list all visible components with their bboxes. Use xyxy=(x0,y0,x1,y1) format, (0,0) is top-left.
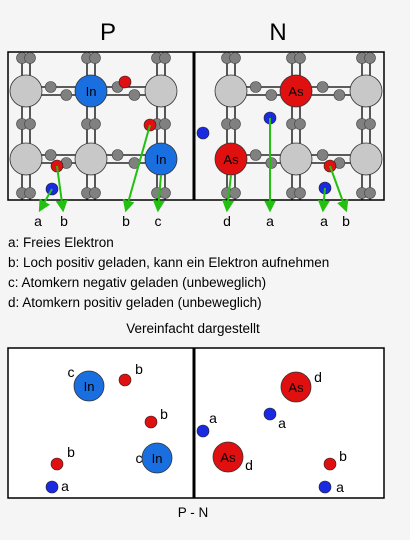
hole xyxy=(51,458,63,470)
indium-symbol: In xyxy=(152,451,163,466)
valence-electron xyxy=(266,158,277,169)
valence-electron xyxy=(129,90,140,101)
legend-item-c: c: Atomkern negativ geladen (unbeweglich… xyxy=(8,275,266,290)
particle-label: b xyxy=(60,213,68,229)
indium-symbol: In xyxy=(86,84,97,99)
hole xyxy=(119,374,131,386)
valence-electron xyxy=(90,53,101,64)
valence-electron xyxy=(250,150,261,161)
free-electron xyxy=(197,425,209,437)
valence-electron xyxy=(61,90,72,101)
valence-electron xyxy=(160,119,171,130)
valence-electron xyxy=(266,90,277,101)
valence-electron xyxy=(317,82,328,93)
valence-electron xyxy=(90,119,101,130)
valence-electron xyxy=(45,150,56,161)
lattice-frame xyxy=(8,52,384,200)
indium-symbol: In xyxy=(84,379,95,394)
hole xyxy=(324,458,336,470)
junction-caption: P - N xyxy=(178,505,209,520)
arsenic-symbol: As xyxy=(288,380,304,395)
hole xyxy=(119,76,131,88)
particle-label: b xyxy=(122,213,130,229)
valence-electron xyxy=(295,188,306,199)
arsenic-symbol: As xyxy=(220,450,236,465)
indium-symbol: In xyxy=(156,152,167,167)
simplified-frame xyxy=(8,348,384,498)
valence-electron xyxy=(365,119,376,130)
lattice-atom xyxy=(145,75,177,107)
particle-label: c xyxy=(155,213,162,229)
lattice-atom xyxy=(350,75,382,107)
particle-label: a xyxy=(34,213,42,229)
particle-label: b xyxy=(67,444,75,460)
valence-electron xyxy=(25,119,36,130)
particle-label: a xyxy=(336,479,344,495)
legend-item-a: a: Freies Elektron xyxy=(8,235,114,250)
particle-label: d xyxy=(245,457,253,473)
n-region-label: N xyxy=(269,19,286,46)
particle-label: d xyxy=(223,213,231,229)
particle-label: a xyxy=(61,478,69,494)
valence-electron xyxy=(112,150,123,161)
p-region-label: P xyxy=(100,19,116,46)
valence-electron xyxy=(90,188,101,199)
legend-item-b: b: Loch positiv geladen, kann ein Elektr… xyxy=(8,255,329,270)
lattice-atom xyxy=(350,143,382,175)
valence-electron xyxy=(250,82,261,93)
particle-label: a xyxy=(266,213,274,229)
particle-label: a xyxy=(209,410,217,426)
particle-label: b xyxy=(339,448,347,464)
valence-electron xyxy=(365,53,376,64)
particle-label: c xyxy=(136,450,143,466)
valence-electron xyxy=(334,90,345,101)
free-electron xyxy=(264,408,276,420)
valence-electron xyxy=(230,119,241,130)
particle-label: a xyxy=(320,213,328,229)
particle-label: c xyxy=(68,364,75,380)
particle-label: a xyxy=(278,415,286,431)
valence-electron xyxy=(317,150,328,161)
valence-electron xyxy=(160,188,171,199)
valence-electron xyxy=(25,53,36,64)
particle-label: b xyxy=(160,406,168,422)
particle-label: b xyxy=(135,361,143,377)
lattice-atom xyxy=(215,75,247,107)
arsenic-symbol: As xyxy=(223,152,239,167)
lattice-atom xyxy=(75,143,107,175)
lattice-atom xyxy=(10,75,42,107)
lattice-atom xyxy=(10,143,42,175)
hole xyxy=(145,416,157,428)
particle-label: b xyxy=(342,213,350,229)
valence-electron xyxy=(365,188,376,199)
lattice-atom xyxy=(280,143,312,175)
free-electron xyxy=(46,481,58,493)
valence-electron xyxy=(295,119,306,130)
arsenic-symbol: As xyxy=(288,84,304,99)
free-electron xyxy=(319,481,331,493)
valence-electron xyxy=(230,188,241,199)
valence-electron xyxy=(25,188,36,199)
particle-label: d xyxy=(314,369,322,385)
valence-electron xyxy=(160,53,171,64)
valence-electron xyxy=(230,53,241,64)
valence-electron xyxy=(295,53,306,64)
valence-electron xyxy=(45,82,56,93)
free-electron xyxy=(197,127,209,139)
legend-item-d: d: Atomkern positiv geladen (unbeweglich… xyxy=(8,295,262,310)
simplified-title: Vereinfacht dargestellt xyxy=(126,321,260,336)
